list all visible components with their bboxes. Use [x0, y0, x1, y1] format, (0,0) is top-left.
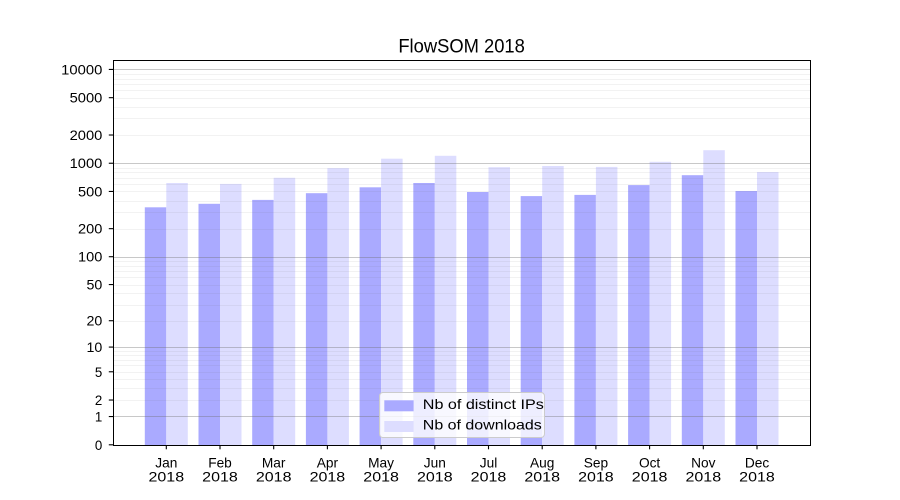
svg-text:2018: 2018 [363, 470, 399, 485]
svg-text:Jun: Jun [424, 455, 446, 470]
svg-text:Sep: Sep [584, 455, 609, 470]
svg-text:500: 500 [78, 184, 103, 199]
svg-text:2: 2 [95, 393, 102, 408]
svg-text:2018: 2018 [471, 470, 507, 485]
svg-text:2018: 2018 [739, 470, 775, 485]
svg-text:2018: 2018 [149, 470, 185, 485]
svg-text:1000: 1000 [70, 156, 103, 171]
svg-text:100: 100 [78, 250, 103, 265]
svg-text:Dec: Dec [745, 455, 769, 470]
svg-text:Mar: Mar [262, 455, 286, 470]
svg-text:2018: 2018 [524, 470, 560, 485]
svg-text:10000: 10000 [61, 62, 103, 77]
svg-text:Aug: Aug [530, 455, 554, 470]
svg-text:50: 50 [87, 278, 103, 293]
svg-text:Oct: Oct [639, 455, 660, 470]
svg-text:5: 5 [95, 365, 103, 380]
svg-text:FlowSOM 2018: FlowSOM 2018 [398, 36, 525, 58]
svg-text:2018: 2018 [417, 470, 453, 485]
svg-text:Nov: Nov [691, 455, 715, 470]
svg-text:Nb of downloads: Nb of downloads [423, 417, 542, 432]
svg-text:0: 0 [95, 438, 103, 453]
svg-text:5000: 5000 [70, 91, 103, 106]
svg-text:May: May [368, 455, 394, 470]
svg-text:2018: 2018 [686, 470, 722, 485]
svg-text:20: 20 [87, 314, 103, 329]
svg-text:2018: 2018 [256, 470, 292, 485]
svg-text:2018: 2018 [578, 470, 614, 485]
svg-text:Apr: Apr [317, 455, 339, 470]
svg-text:Jul: Jul [480, 455, 498, 470]
svg-text:2000: 2000 [70, 128, 103, 143]
svg-text:2018: 2018 [310, 470, 346, 485]
svg-text:10: 10 [87, 340, 103, 355]
svg-text:Feb: Feb [208, 455, 232, 470]
svg-text:Jan: Jan [155, 455, 177, 470]
svg-text:200: 200 [78, 222, 103, 237]
svg-text:Nb of distinct IPs: Nb of distinct IPs [423, 397, 544, 412]
svg-text:2018: 2018 [202, 470, 238, 485]
svg-text:1: 1 [95, 410, 102, 425]
svg-text:2018: 2018 [632, 470, 668, 485]
